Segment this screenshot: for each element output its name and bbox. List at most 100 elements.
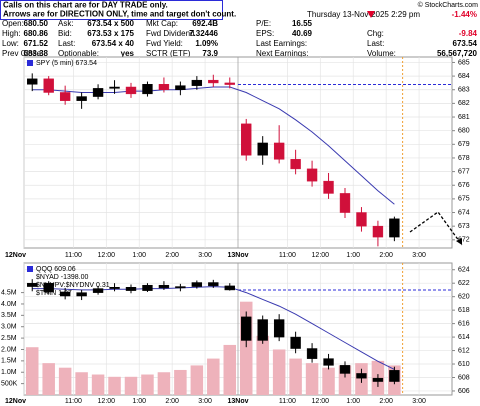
candle-body (109, 86, 120, 89)
quote-label: Bid: (58, 29, 72, 38)
volume-bar (289, 358, 302, 395)
candle-body (142, 84, 153, 95)
candle-body (109, 286, 120, 289)
x-tick-label: 12:00 (98, 252, 116, 259)
candle-body (92, 288, 104, 293)
quote-label: Fwd Yield: (146, 39, 183, 48)
candle-body (191, 79, 203, 86)
x-tick-label: 11:00 (279, 398, 296, 405)
quote-label: Ask: (58, 19, 74, 28)
quote-value: 673.53 x 175 (87, 29, 134, 38)
legend-entry: SPY (5 min) 673.54 (36, 60, 97, 67)
quote-value: 692.4B (192, 19, 218, 28)
candle-body (273, 142, 285, 160)
down-triangle (367, 11, 375, 18)
legend-entry: $NYAD -1398.00 (36, 274, 89, 281)
candle-body (257, 142, 268, 156)
candle-body (27, 78, 38, 85)
candle-body (290, 159, 301, 170)
candle-body (125, 286, 137, 291)
quote-value: 671.52 (24, 39, 49, 48)
quote-value: 673.54 x 40 (92, 39, 135, 48)
candle-body (59, 92, 71, 101)
candle-body (224, 82, 235, 85)
candle-body (125, 86, 137, 95)
x-tick-label: 2:00 (165, 398, 179, 405)
y2-tick-label: 4.5M (1, 289, 17, 296)
volume-bar (108, 376, 121, 395)
quote-value: 40.69 (292, 29, 313, 38)
quote-label: Chg: (367, 29, 384, 38)
candle-body (224, 285, 235, 291)
quote-label: Low: (2, 39, 19, 48)
candle-body (43, 78, 54, 93)
x-tick-label: 1:00 (346, 398, 360, 405)
quote-value: 1.09% (195, 39, 218, 48)
y2-tick-label: 1.0M (1, 369, 17, 376)
y-tick-label: 681 (458, 114, 470, 121)
x-tick-label: 3:00 (412, 398, 426, 405)
candle-body (290, 336, 301, 349)
y-tick-label: 673 (458, 223, 470, 230)
x-tick-label: 3:00 (198, 398, 212, 405)
candle-body (208, 79, 219, 84)
candle-body (208, 282, 219, 287)
x-tick-label: 12:00 (312, 398, 330, 405)
y-tick-label: 678 (458, 155, 470, 162)
candle-body (257, 319, 268, 341)
y2-tick-label: 1.5M (1, 358, 17, 365)
legend-entry: QQQ 609.06 (36, 266, 76, 273)
candle-body (389, 218, 400, 238)
volume-bar (305, 363, 319, 395)
x-tick-label: 11:00 (279, 252, 296, 259)
y2-tick-label: 3.0M (1, 324, 17, 331)
candle-body (43, 282, 54, 293)
legend-swatch (27, 266, 33, 272)
x-tick-label: 3:00 (198, 252, 212, 259)
volume-bar (75, 372, 88, 395)
quote-label: Next Earnings: (256, 49, 308, 58)
y-tick-label: 614 (458, 334, 470, 341)
candle-body (241, 316, 252, 341)
y-tick-label: 624 (458, 267, 470, 274)
y-tick-label: 610 (458, 361, 470, 368)
candle-body (76, 292, 87, 297)
y-tick-label: 677 (458, 168, 470, 175)
y-tick-label: 676 (458, 182, 470, 189)
quote-value: 73.9 (202, 49, 218, 58)
y-tick-label: 618 (458, 307, 470, 314)
quote-value: 56,567,720 (437, 49, 478, 58)
y-tick-label: 620 (458, 294, 470, 301)
x-tick-label: 2:00 (165, 252, 179, 259)
x-tick-label: 12Nov (5, 398, 26, 405)
candle-body (191, 282, 203, 287)
volume-bar (157, 372, 171, 395)
volume-bar (223, 344, 237, 395)
candle-body (389, 370, 400, 382)
candle-body (158, 84, 170, 90)
volume-bar (141, 374, 154, 395)
candle-body (372, 377, 384, 382)
y-tick-label: 683 (458, 87, 470, 94)
candle-body (59, 291, 71, 297)
quote-label: Mkt Cap: (146, 19, 178, 28)
candle-body (142, 284, 153, 291)
volume-bar (272, 349, 286, 395)
x-tick-label: 13Nov (227, 398, 248, 405)
y2-tick-label: 3.5M (1, 312, 17, 319)
header: © StockCharts.com Thursday 13-Nov-2025 2… (0, 0, 478, 58)
quote-label: SCTR (ETF) (146, 49, 191, 58)
candle-body (323, 358, 334, 366)
quote-value: 680.50 (24, 19, 49, 28)
y-tick-label: 674 (458, 209, 470, 216)
quote-label: Last: (58, 39, 75, 48)
candle-body (27, 282, 38, 287)
quote-value: -9.84 (459, 29, 478, 38)
quote-label: Last Earnings: (256, 39, 307, 48)
y-tick-label: 616 (458, 320, 470, 327)
y-tick-label: 680 (458, 128, 470, 135)
panel: 672 673 674 675 676 677 678 679 680 681 682 683 684 6… (5, 57, 470, 259)
candle-body (306, 168, 318, 182)
y-tick-label: 672 (458, 237, 470, 244)
candle-body (92, 88, 104, 97)
